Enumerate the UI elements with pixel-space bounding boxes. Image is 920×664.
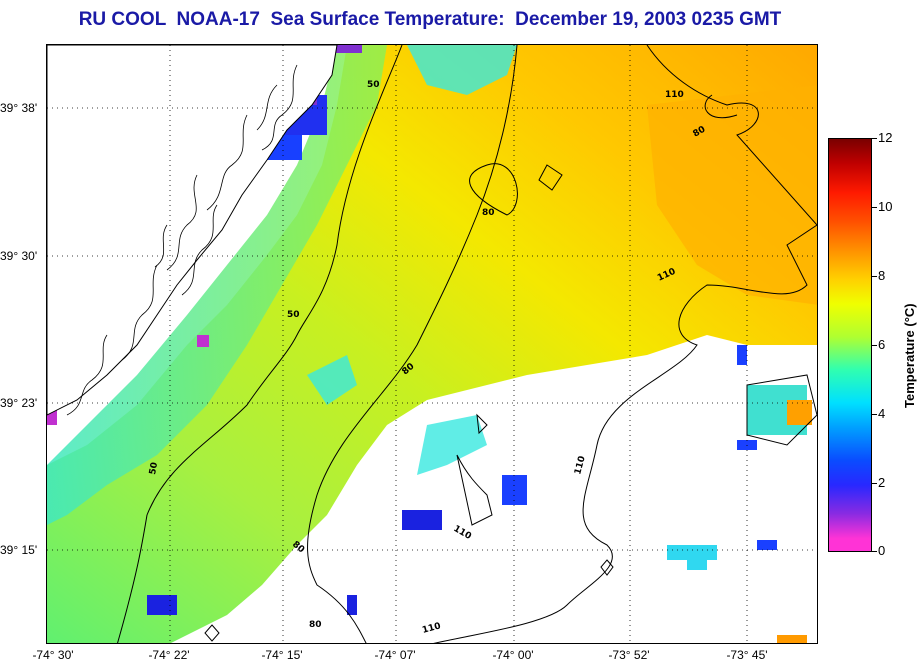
lon-label-74-15: -74° 15' xyxy=(261,648,303,662)
contour-label: 110 xyxy=(421,621,442,636)
lat-label-39-30: 39° 30' xyxy=(0,249,38,263)
lon-label-73-52: -73° 52' xyxy=(608,648,650,662)
sst-offshore-pixels xyxy=(667,385,812,643)
colorbar-tick xyxy=(872,551,877,552)
contour-label: 50 xyxy=(148,461,160,475)
contour-110b xyxy=(704,94,738,119)
contour-small-2 xyxy=(456,454,493,526)
lon-label-74-07: -74° 07' xyxy=(374,648,416,662)
sst-warm-patch xyxy=(647,85,817,305)
contour-110 xyxy=(433,45,817,643)
colorbar-tick xyxy=(872,207,877,208)
colorbar-tick-label: 6 xyxy=(878,337,886,352)
contour-label: 110 xyxy=(665,90,684,100)
sst-map-canvas: 50 50 50 80 80 80 80 80 110 110 110 110 … xyxy=(47,45,817,643)
grid-lines xyxy=(47,45,817,643)
colorbar-label: Temperature (°C) xyxy=(902,303,917,408)
lat-label-39-15: 39° 15' xyxy=(0,543,38,557)
contour-label: 80 xyxy=(309,620,322,630)
map-title: RU COOL NOAA-17 Sea Surface Temperature:… xyxy=(78,9,782,30)
lon-label-74-30: -74° 30' xyxy=(32,648,74,662)
colorbar-tick xyxy=(872,414,877,415)
land-new-jersey xyxy=(47,45,338,416)
colorbar-tick xyxy=(872,483,877,484)
colorbar-tick-label: 4 xyxy=(878,406,886,421)
contour-50 xyxy=(117,45,403,643)
contour-small-1 xyxy=(538,164,563,191)
sst-nearshore-band xyxy=(47,45,387,525)
depth-contours xyxy=(117,45,817,643)
colorbar-tick xyxy=(872,345,877,346)
contour-small-5 xyxy=(600,559,614,576)
contour-80 xyxy=(307,45,518,643)
lon-label-73-45: -73° 45' xyxy=(726,648,768,662)
lat-label-39-23: 39° 23' xyxy=(0,396,38,410)
contour-label: 110 xyxy=(452,524,473,542)
sst-warm-field xyxy=(47,45,817,643)
lon-label-74-00: -74° 00' xyxy=(492,648,534,662)
contour-label: 50 xyxy=(367,80,380,90)
contour-small-4 xyxy=(204,624,220,642)
contour-label: 80 xyxy=(482,208,495,218)
temperature-colorbar xyxy=(828,138,872,552)
contour-small-3 xyxy=(476,413,488,435)
colorbar-tick-label: 2 xyxy=(878,475,886,490)
lon-label-74-22: -74° 22' xyxy=(148,648,190,662)
colorbar-tick-label: 10 xyxy=(878,199,893,214)
contour-label: 50 xyxy=(287,310,300,320)
colorbar-tick-label: 12 xyxy=(878,130,893,145)
colorbar-tick xyxy=(872,138,877,139)
colorbar-tick xyxy=(872,276,877,277)
contour-80b xyxy=(469,163,518,216)
coastline-marsh xyxy=(66,64,298,416)
colorbar-tick-label: 8 xyxy=(878,268,886,283)
contour-label: 110 xyxy=(573,455,588,476)
lat-label-39-38: 39° 38' xyxy=(0,101,38,115)
colorbar-tick-label: 0 xyxy=(878,543,886,558)
contour-small-6 xyxy=(746,374,817,446)
sst-map[interactable]: 50 50 50 80 80 80 80 80 110 110 110 110 … xyxy=(46,44,818,644)
